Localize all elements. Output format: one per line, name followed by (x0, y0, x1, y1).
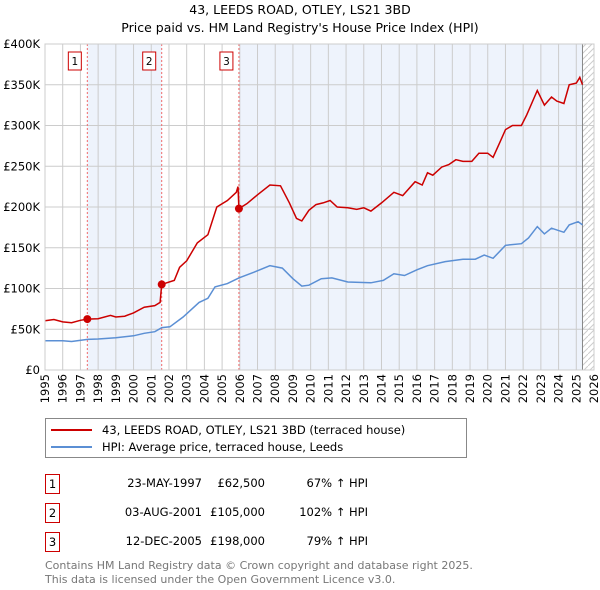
legend-swatch-hpi (51, 446, 92, 448)
series-line (44, 75, 584, 324)
chart-title-address: 43, LEEDS ROAD, OTLEY, LS21 3BD (189, 2, 411, 17)
x-tick-label: 2025 (569, 374, 583, 403)
y-tick-label: £300K (3, 119, 40, 133)
sale-point (234, 204, 243, 213)
x-tick-label: 2013 (357, 374, 371, 403)
chart-title: Price paid vs. HM Land Registry's House … (121, 20, 479, 35)
y-tick-label: £250K (3, 159, 40, 173)
sale-number: 2 (45, 503, 60, 523)
plot-border (44, 43, 595, 371)
x-tick-label: 2015 (392, 374, 406, 403)
x-tick-label: 2021 (498, 374, 512, 403)
x-tick-label: 2005 (215, 374, 229, 403)
sale-price: £62,500 (217, 476, 265, 490)
sale-label: 3 (223, 56, 230, 68)
y-tick-label: £150K (3, 241, 40, 255)
y-tick-label: £200K (3, 200, 40, 214)
sale-hpi-change: 79% ↑ HPI (306, 534, 368, 548)
x-tick-label: 2012 (339, 374, 353, 403)
sale-label-box (67, 51, 82, 71)
sale-point (157, 280, 166, 289)
sale-number: 3 (45, 532, 60, 552)
sale-price: £198,000 (210, 534, 265, 548)
x-tick-label: 2008 (268, 374, 282, 403)
sale-point (83, 315, 92, 324)
x-tick-label: 1996 (56, 374, 70, 403)
x-tick-label: 1998 (91, 374, 105, 403)
x-tick-label: 2022 (516, 374, 530, 403)
sale-date: 03-AUG-2001 (124, 505, 202, 519)
x-tick-label: 2014 (374, 374, 388, 403)
x-tick-label: 2007 (251, 374, 265, 403)
x-tick-label: 2000 (127, 374, 141, 403)
price-chart: 1995 1996 1997 1998 1999 2000 2001 2002 2003 2004… (3, 37, 600, 403)
y-tick-label: £100K (3, 282, 40, 296)
footer-licence: This data is licensed under the Open Gov… (45, 573, 396, 586)
x-tick-label: 2017 (428, 374, 442, 403)
legend-item-hpi: HPI: Average price, terraced house, Leed… (51, 439, 343, 455)
x-tick-label: 2020 (481, 374, 495, 403)
x-tick-label: 2023 (534, 374, 548, 403)
series-line (45, 220, 583, 343)
x-tick-label: 2003 (180, 374, 194, 403)
x-tick-label: 2024 (552, 374, 566, 403)
y-tick-label: £0 (25, 363, 40, 377)
sale-price: £105,000 (210, 505, 265, 519)
sale-number: 1 (45, 474, 60, 494)
sale-hpi-change: 67% ↑ HPI (306, 476, 368, 490)
y-tick-label: £50K (11, 322, 41, 336)
x-tick-label: 1999 (109, 374, 123, 403)
legend-item-property: 43, LEEDS ROAD, OTLEY, LS21 3BD (terrace… (51, 422, 405, 438)
sale-row: 3 12-DEC-2005 £198,000 79% ↑ HPI (45, 532, 385, 552)
x-tick-label: 2006 (233, 374, 247, 403)
sale-label-box (142, 51, 157, 71)
footer-copyright: Contains HM Land Registry data © Crown c… (45, 559, 473, 572)
x-tick-label: 1995 (38, 374, 52, 403)
legend-label-hpi: HPI: Average price, terraced house, Leed… (102, 440, 344, 454)
y-tick-label: £400K (3, 37, 40, 51)
x-tick-label: 2009 (286, 374, 300, 403)
x-tick-label: 2026 (587, 374, 600, 403)
legend: 43, LEEDS ROAD, OTLEY, LS21 3BD (terrace… (45, 418, 467, 458)
x-tick-label: 2002 (162, 374, 176, 403)
x-tick-label: 2011 (321, 374, 335, 403)
sale-hpi-change: 102% ↑ HPI (299, 505, 368, 519)
x-tick-label: 2018 (445, 374, 459, 403)
x-tick-label: 1997 (73, 374, 87, 403)
sale-label: 1 (71, 56, 78, 68)
x-tick-label: 2010 (304, 374, 318, 403)
x-tick-label: 2004 (197, 374, 211, 403)
legend-swatch-property (51, 429, 92, 431)
sale-row: 1 23-MAY-1997 £62,500 67% ↑ HPI (45, 474, 385, 494)
legend-label-property: 43, LEEDS ROAD, OTLEY, LS21 3BD (terrace… (102, 423, 406, 437)
x-tick-label: 2016 (410, 374, 424, 403)
sale-label-box (219, 51, 234, 71)
sale-label: 2 (146, 56, 153, 68)
x-tick-label: 2019 (463, 374, 477, 403)
sale-row: 2 03-AUG-2001 £105,000 102% ↑ HPI (45, 503, 385, 523)
x-tick-label: 2001 (144, 374, 158, 403)
y-tick-label: £350K (3, 78, 40, 92)
sale-date: 23-MAY-1997 (127, 476, 202, 490)
sale-date: 12-DEC-2005 (125, 534, 202, 548)
